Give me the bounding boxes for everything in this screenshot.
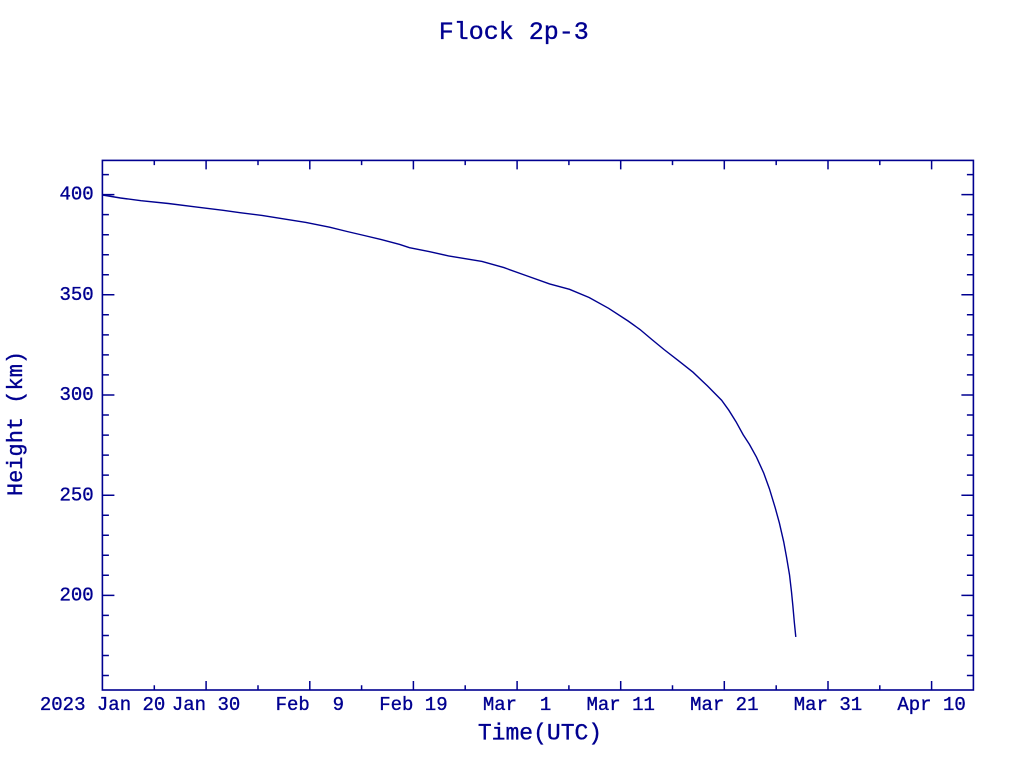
svg-text:Height (km): Height (km) bbox=[4, 351, 29, 496]
svg-text:250: 250 bbox=[59, 484, 93, 506]
svg-text:Feb 19: Feb 19 bbox=[379, 694, 447, 716]
svg-text:Time(UTC): Time(UTC) bbox=[478, 720, 602, 746]
svg-text:Flock 2p-3: Flock 2p-3 bbox=[439, 18, 589, 47]
svg-text:Mar 1: Mar 1 bbox=[483, 694, 551, 716]
svg-text:Feb 9: Feb 9 bbox=[276, 694, 344, 716]
svg-text:300: 300 bbox=[59, 384, 93, 406]
svg-text:Mar 11: Mar 11 bbox=[586, 694, 654, 716]
svg-text:2023 Jan 20: 2023 Jan 20 bbox=[40, 694, 165, 716]
svg-text:Mar 31: Mar 31 bbox=[794, 694, 862, 716]
svg-text:Apr 10: Apr 10 bbox=[897, 694, 965, 716]
svg-text:400: 400 bbox=[59, 184, 93, 206]
svg-text:350: 350 bbox=[59, 284, 93, 306]
svg-text:200: 200 bbox=[59, 585, 93, 607]
svg-text:Mar 21: Mar 21 bbox=[690, 694, 758, 716]
svg-text:Jan 30: Jan 30 bbox=[172, 694, 240, 716]
